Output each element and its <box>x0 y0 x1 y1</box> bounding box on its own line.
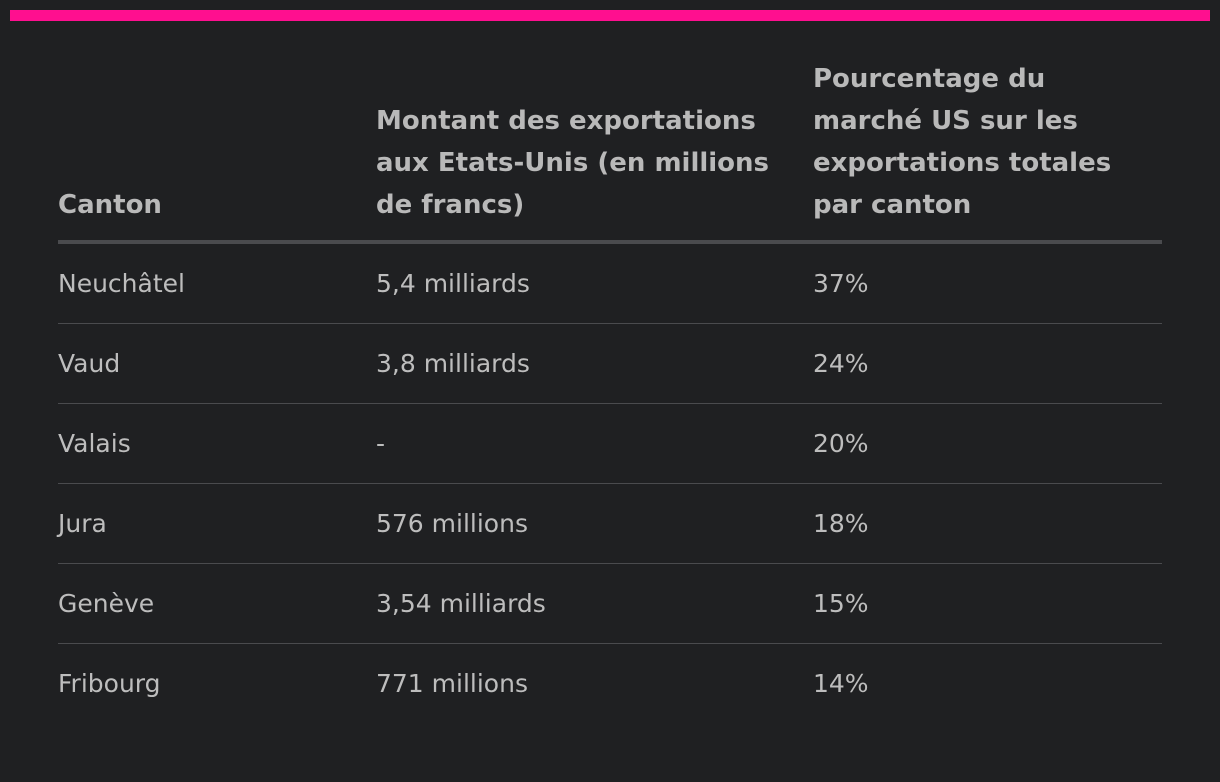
column-header-canton: Canton <box>58 58 376 244</box>
cell-export-amount: 576 millions <box>376 483 813 564</box>
cell-canton: Fribourg <box>58 669 161 698</box>
cell-us-share: 14% <box>813 669 869 698</box>
cell-export-amount: 771 millions <box>376 669 528 698</box>
cell-canton: Neuchâtel <box>58 242 376 324</box>
table-row: Valais - 20% <box>58 403 1162 484</box>
table-row: Fribourg 771 millions 14% <box>58 644 1162 724</box>
cell-us-share: 24% <box>813 323 1162 404</box>
exports-table-container: Canton Montant des exportations aux Etat… <box>58 58 1162 723</box>
table-body: Neuchâtel 5,4 milliards 37% Vaud 3,8 mil… <box>58 242 1162 723</box>
cell-export-amount: 5,4 milliards <box>376 242 813 324</box>
cell-us-share: 18% <box>813 483 1162 564</box>
cell-us-share: 37% <box>813 242 1162 324</box>
column-header-export-amount: Montant des exportations aux Etats-Unis … <box>376 58 813 244</box>
cell-export-amount: 3,54 milliards <box>376 563 813 644</box>
table-row: Jura 576 millions 18% <box>58 483 1162 564</box>
table-header: Canton Montant des exportations aux Etat… <box>58 58 1162 244</box>
cell-us-share: 15% <box>813 563 1162 644</box>
cell-canton: Valais <box>58 403 376 484</box>
cell-canton: Jura <box>58 483 376 564</box>
cell-us-share: 20% <box>813 403 1162 484</box>
accent-bar <box>10 10 1210 21</box>
column-header-us-market-share: Pourcentage du marché US sur les exporta… <box>813 58 1162 244</box>
table-row: Neuchâtel 5,4 milliards 37% <box>58 242 1162 324</box>
exports-table: Canton Montant des exportations aux Etat… <box>58 58 1162 723</box>
cell-export-amount: 3,8 milliards <box>376 323 813 404</box>
table-row: Vaud 3,8 milliards 24% <box>58 323 1162 404</box>
cell-canton: Vaud <box>58 323 376 404</box>
cell-canton: Genève <box>58 563 376 644</box>
header-row: Canton Montant des exportations aux Etat… <box>58 58 1162 244</box>
cell-export-amount: - <box>376 403 813 484</box>
table-row: Genève 3,54 milliards 15% <box>58 563 1162 644</box>
